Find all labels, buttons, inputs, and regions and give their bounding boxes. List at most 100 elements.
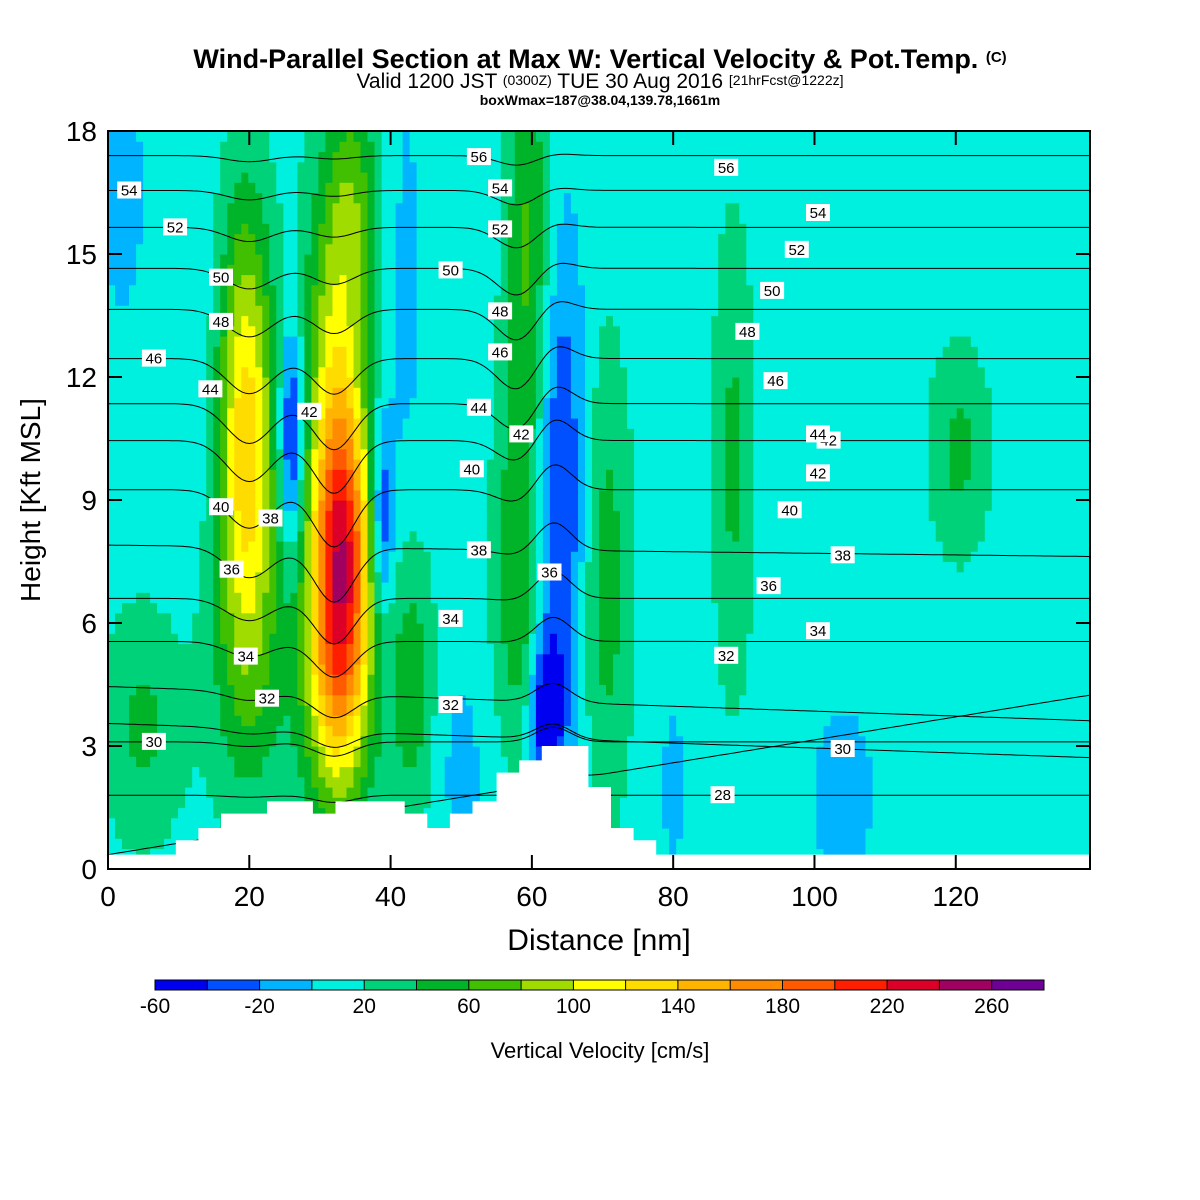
w-cell bbox=[549, 387, 558, 399]
w-cell bbox=[171, 766, 179, 778]
w-cell bbox=[360, 438, 369, 450]
w-cell bbox=[465, 612, 474, 624]
w-cell bbox=[136, 438, 144, 450]
w-cell bbox=[150, 602, 158, 614]
w-cell bbox=[241, 233, 249, 245]
w-cell bbox=[269, 213, 277, 224]
w-cell bbox=[374, 479, 383, 491]
w-cell bbox=[241, 264, 249, 276]
w-cell bbox=[248, 746, 256, 757]
w-cell bbox=[416, 295, 425, 306]
w-cell bbox=[367, 448, 376, 460]
w-cell bbox=[528, 746, 537, 757]
w-cell bbox=[514, 161, 523, 173]
w-cell bbox=[416, 387, 425, 399]
w-cell bbox=[381, 202, 390, 214]
w-cell bbox=[444, 489, 453, 501]
w-cell bbox=[423, 469, 432, 481]
w-cell bbox=[206, 551, 214, 563]
w-cell bbox=[367, 315, 376, 327]
w-cell bbox=[276, 479, 284, 491]
w-cell bbox=[556, 479, 565, 491]
w-cell bbox=[255, 438, 263, 450]
w-cell bbox=[108, 776, 116, 788]
w-cell bbox=[381, 612, 390, 624]
w-cell bbox=[437, 602, 446, 614]
w-cell bbox=[213, 346, 221, 358]
w-cell bbox=[402, 479, 411, 491]
w-cell bbox=[542, 653, 551, 665]
w-cell bbox=[381, 592, 390, 604]
w-cell bbox=[283, 233, 291, 245]
w-cell bbox=[178, 582, 186, 593]
w-cell bbox=[493, 254, 502, 265]
w-cell bbox=[304, 592, 312, 604]
w-cell bbox=[500, 633, 509, 645]
w-cell bbox=[234, 315, 242, 327]
w-cell bbox=[122, 172, 130, 183]
w-cell bbox=[143, 705, 151, 716]
w-cell bbox=[578, 489, 586, 501]
w-cell bbox=[227, 705, 235, 716]
w-cell bbox=[437, 397, 446, 409]
w-cell bbox=[409, 746, 418, 757]
w-cell bbox=[108, 459, 116, 470]
w-cell bbox=[402, 582, 411, 593]
w-cell bbox=[479, 694, 488, 706]
w-cell bbox=[493, 705, 502, 716]
w-cell bbox=[269, 366, 277, 378]
w-cell bbox=[458, 561, 467, 573]
w-cell bbox=[157, 407, 165, 419]
w-cell bbox=[325, 336, 333, 347]
w-cell bbox=[409, 233, 418, 245]
w-cell bbox=[255, 243, 263, 255]
w-cell bbox=[409, 325, 418, 337]
w-cell bbox=[528, 633, 537, 645]
w-cell bbox=[185, 674, 193, 686]
w-cell bbox=[325, 264, 333, 276]
w-cell bbox=[241, 418, 249, 429]
w-cell bbox=[171, 182, 179, 194]
w-cell bbox=[143, 766, 151, 778]
w-cell bbox=[290, 684, 298, 696]
w-cell bbox=[178, 530, 186, 542]
w-cell bbox=[556, 448, 565, 460]
w-cell bbox=[227, 254, 235, 265]
w-cell bbox=[150, 295, 158, 306]
w-cell bbox=[206, 592, 214, 604]
w-cell bbox=[325, 325, 333, 337]
w-cell bbox=[318, 725, 326, 737]
w-cell bbox=[507, 633, 516, 645]
w-cell bbox=[465, 776, 474, 788]
w-cell bbox=[346, 664, 355, 675]
w-cell bbox=[269, 602, 277, 614]
w-cell bbox=[185, 182, 193, 194]
w-cell bbox=[325, 182, 333, 194]
w-cell bbox=[458, 479, 467, 491]
w-cell bbox=[563, 161, 572, 173]
w-cell bbox=[171, 828, 179, 839]
w-cell bbox=[171, 807, 179, 819]
w-cell bbox=[339, 387, 348, 399]
w-cell bbox=[535, 264, 544, 276]
w-cell bbox=[563, 541, 572, 552]
w-cell bbox=[570, 520, 579, 532]
w-cell bbox=[213, 213, 221, 224]
w-cell bbox=[115, 387, 123, 399]
w-cell bbox=[178, 192, 186, 204]
w-cell bbox=[339, 766, 348, 778]
w-cell bbox=[458, 233, 467, 245]
w-cell bbox=[332, 520, 341, 532]
w-cell bbox=[304, 131, 312, 142]
w-cell bbox=[213, 284, 221, 296]
w-cell bbox=[136, 817, 144, 829]
w-cell bbox=[255, 643, 263, 655]
w-cell bbox=[122, 243, 130, 255]
w-cell bbox=[367, 612, 376, 624]
w-cell bbox=[185, 705, 193, 716]
w-cell bbox=[234, 633, 242, 645]
w-cell bbox=[206, 715, 214, 727]
w-cell bbox=[507, 284, 516, 296]
w-cell bbox=[339, 705, 348, 716]
w-cell bbox=[381, 418, 390, 429]
